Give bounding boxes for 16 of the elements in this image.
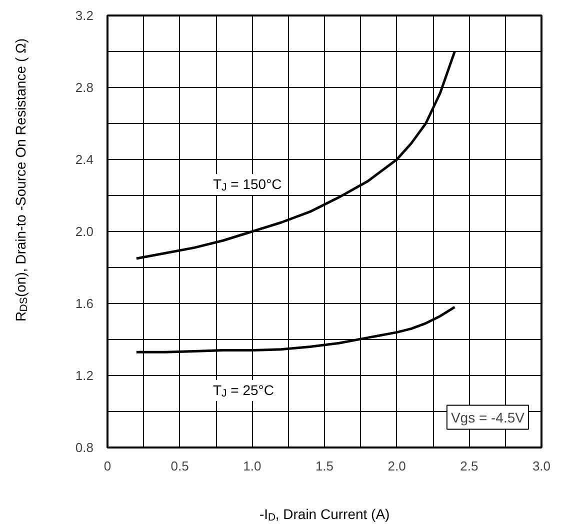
- x-tick-label: 2.5: [460, 458, 478, 474]
- y-tick-label: 0.8: [75, 440, 94, 455]
- y-tick-label: 3.2: [75, 8, 94, 23]
- x-tick-label: 2.0: [388, 458, 406, 474]
- y-tick-label: 2.4: [75, 152, 94, 167]
- y-tick-label: 2.0: [75, 224, 94, 239]
- y-tick-label: 1.6: [75, 296, 94, 311]
- y-tick-label: 2.8: [75, 80, 94, 95]
- x-tick-label: 1.5: [315, 458, 334, 474]
- x-tick-label: 3.0: [532, 458, 551, 474]
- x-tick-label: 1.0: [243, 458, 262, 474]
- y-tick-label: 1.2: [75, 368, 94, 383]
- y-axis-title: RDS(on), Drain-to -Source On Resistance ( Ω): [12, 38, 30, 322]
- annotation: Vgs = -4.5V: [450, 409, 526, 426]
- x-tick-label: 0: [104, 458, 112, 474]
- x-tick-label: 0.5: [170, 458, 189, 474]
